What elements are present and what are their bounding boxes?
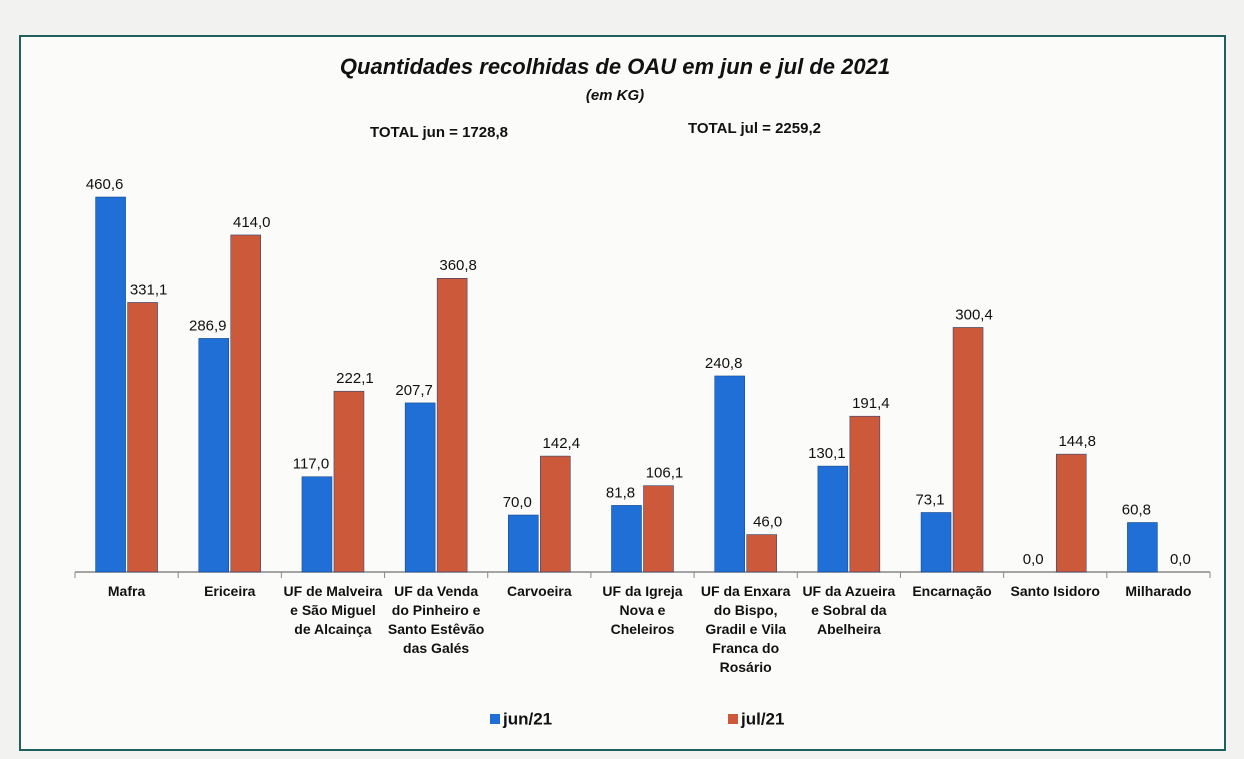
annotation: TOTAL jun = 1728,8 [370,124,508,141]
bar [746,534,777,573]
bar [714,375,745,573]
bar [540,455,571,573]
x-tick-label: Carvoeira [507,583,572,599]
data-label: 106,1 [646,465,684,482]
data-label: 60,8 [1122,501,1151,518]
x-tick-label: Mafra [107,583,146,599]
x-tick-label: UF da Igreja Nova e Cheleiros [602,583,683,637]
data-label: 460,6 [86,176,124,193]
bar [920,512,952,573]
data-label: 0,0 [1023,551,1044,568]
data-label: 240,8 [705,355,743,372]
legend-swatch [728,714,738,724]
data-label: 191,4 [852,395,890,412]
data-label: 130,1 [808,445,846,462]
data-label: 286,9 [189,317,227,334]
x-tick-label: Encarnação [912,583,992,599]
bar [1127,522,1158,573]
legend-swatch [490,714,500,724]
x-tick-label: UF da Enxara do Bispo, Gradil e Vila Fra… [700,583,791,675]
data-label: 222,1 [336,370,374,387]
data-label: 144,8 [1058,433,1096,450]
data-label: 70,0 [503,494,532,511]
bar [611,505,642,573]
bar [849,415,881,573]
data-label: 414,0 [233,214,271,231]
data-label: 73,1 [915,491,944,508]
x-tick-label: UF da Venda do Pinheiro e Santo Estêvão … [387,583,485,656]
annotation: TOTAL jul = 2259,2 [688,120,821,137]
data-label: 46,0 [753,514,782,531]
bar [1055,453,1087,573]
bar [643,485,674,573]
x-tick-label: UF de Malveira e São Miguel de Alcainça [283,583,383,637]
data-label: 142,4 [543,435,581,452]
bar [508,514,539,573]
bar [436,278,468,573]
data-label: 360,8 [439,257,477,274]
bar [301,476,333,573]
x-tick-label: Ericeira [204,583,256,599]
data-label: 300,4 [955,306,993,323]
bar [127,302,158,573]
bar [333,390,365,573]
data-label: 331,1 [130,281,168,298]
x-tick-label: Santo Isidoro [1010,583,1100,599]
bar [817,465,849,573]
x-tick-label: Milharado [1125,583,1192,599]
legend-label: jun/21 [502,709,552,728]
legend-label: jul/21 [740,709,784,728]
bar [95,196,126,573]
bar [230,234,262,573]
chart-subtitle: (em KG) [586,87,644,104]
data-label: 81,8 [606,484,635,501]
data-label: 0,0 [1170,551,1191,568]
bar [952,327,984,573]
bar [198,338,230,573]
bar [404,402,436,573]
data-label: 117,0 [293,456,329,473]
chart-title: Quantidades recolhidas de OAU em jun e j… [340,54,890,79]
x-tick-label: UF da Azueira e Sobral da Abelheira [802,583,896,637]
data-label: 207,7 [395,382,433,399]
